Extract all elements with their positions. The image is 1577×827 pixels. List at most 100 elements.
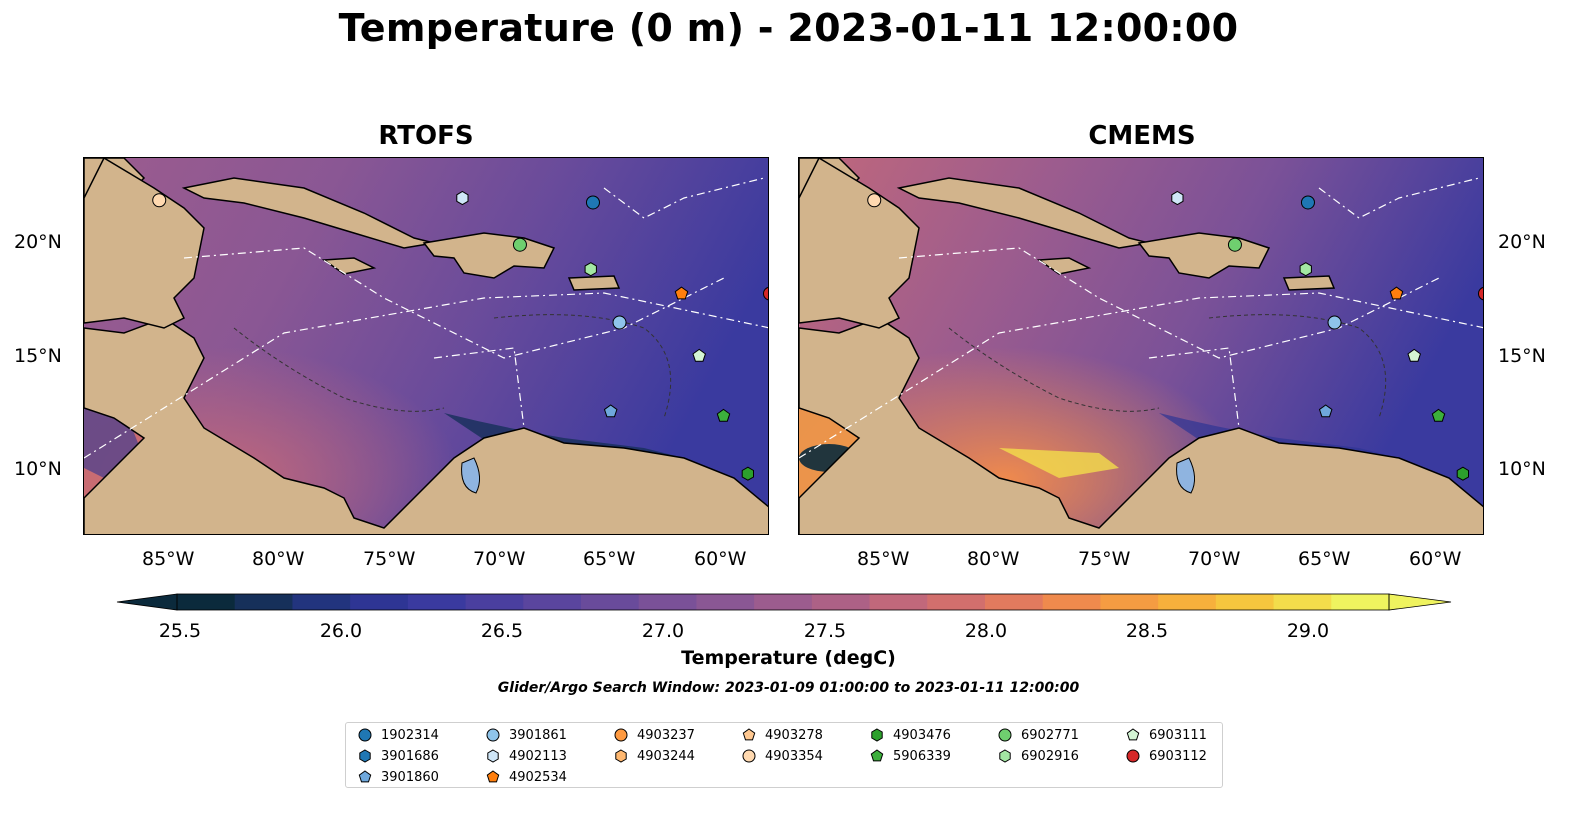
colorbar-cell: [581, 594, 640, 610]
colorbar-tick-label: 27.0: [641, 620, 685, 642]
puerto-rico-land: [1282, 275, 1336, 291]
legend-marker: [1126, 749, 1140, 763]
legend-marker: [1126, 728, 1140, 741]
legend-item: 4903278: [742, 725, 823, 745]
float-marker-4902113: [456, 190, 469, 206]
float-marker-3901860: [603, 404, 618, 418]
float-marker-4902534: [674, 286, 689, 300]
legend-marker: [615, 749, 627, 763]
cmems-map-svg: [799, 158, 1483, 534]
eez-boundary: [799, 292, 1483, 459]
legend-marker-icon: [358, 770, 372, 783]
jamaica-land: [321, 257, 377, 275]
colorbar-cell: [523, 594, 582, 610]
float-marker-6903112: [1478, 286, 1483, 301]
colorbar-cell: [1042, 594, 1101, 610]
eez-boundary: [84, 292, 768, 459]
legend-item: 4903244: [614, 746, 695, 766]
float-marker-3901860: [1318, 404, 1333, 418]
float-marker-6902771: [512, 237, 527, 252]
lon-tick-label: 85°W: [142, 548, 195, 570]
legend-marker-icon: [486, 728, 500, 742]
float-marker-6902916: [1299, 262, 1312, 277]
legend-item: 3901860: [358, 767, 439, 787]
colorbar-cell: [1215, 594, 1275, 610]
legend-item: 6903112: [1126, 746, 1207, 766]
lon-tick-label: 70°W: [1188, 548, 1241, 570]
legend-marker-icon: [615, 749, 627, 763]
colorbar-cell: [407, 594, 467, 610]
colorbar-cell: [638, 594, 697, 610]
panel-title-cmems: CMEMS: [1088, 121, 1196, 151]
float-marker-6903111: [1407, 348, 1421, 362]
lon-tick-label: 70°W: [473, 548, 526, 570]
float-marker-5906339: [716, 408, 731, 422]
float-marker-4902534: [1389, 286, 1404, 300]
lake-maracaibo: [1176, 457, 1195, 494]
float-marker-6903112: [763, 286, 768, 301]
lon-tick-label: 80°W: [252, 548, 305, 570]
depth-contour-1000: [233, 327, 445, 412]
colorbar: [116, 593, 1452, 611]
legend-marker: [358, 728, 372, 742]
legend-marker-icon: [359, 749, 371, 763]
figure-title: Temperature (0 m) - 2023-01-11 12:00:00: [338, 6, 1239, 50]
legend-marker-icon: [871, 728, 883, 742]
legend-marker: [871, 728, 883, 742]
float-marker-6902771: [1227, 237, 1242, 252]
legend-marker-icon: [998, 728, 1012, 742]
lat-tick-label: 20°N: [1498, 231, 1546, 253]
lon-tick-label: 75°W: [1078, 548, 1131, 570]
legend-item: 6903111: [1126, 725, 1207, 745]
map-panel-cmems[interactable]: [798, 157, 1484, 535]
lat-tick-label: 20°N: [14, 231, 62, 253]
legend-item: 4903354: [742, 746, 823, 766]
legend-marker: [486, 770, 500, 783]
float-marker-4903354: [867, 193, 882, 208]
lon-tick-label: 60°W: [694, 548, 747, 570]
colorbar-frame: [176, 593, 1390, 611]
legend-marker: [999, 749, 1011, 763]
legend-item: 5906339: [870, 746, 951, 766]
legend-item: 4903476: [870, 725, 951, 745]
colorbar-cell: [1331, 594, 1390, 610]
cuba-land: [181, 177, 435, 249]
colorbar-tick-label: 28.5: [1125, 620, 1169, 642]
colorbar-cell: [927, 594, 986, 610]
lon-tick-label: 65°W: [583, 548, 636, 570]
lat-tick-label: 10°N: [1498, 458, 1546, 480]
central-south-america-land: [84, 317, 768, 534]
colorbar-tick-label: 25.5: [158, 620, 202, 642]
float-marker-1902314: [585, 195, 600, 210]
puerto-rico-land: [567, 275, 621, 291]
colorbar-cell: [869, 594, 928, 610]
legend-item: 4902113: [486, 746, 567, 766]
eez-boundary: [183, 247, 725, 359]
float-marker-6903111: [692, 348, 706, 362]
colorbar-cell: [1158, 594, 1217, 610]
float-marker-4903476: [1456, 466, 1469, 481]
float-markers: [867, 190, 1483, 481]
depth-contour-1000: [1208, 314, 1387, 419]
legend-marker-icon: [742, 728, 756, 741]
eez-boundary: [898, 247, 1440, 359]
legend-marker: [487, 749, 499, 763]
legend-marker: [870, 749, 884, 762]
colorbar-cell: [465, 594, 524, 610]
colorbar-cell: [350, 594, 409, 610]
legend-marker: [486, 728, 500, 742]
legend-marker: [359, 749, 371, 763]
lake-maracaibo: [461, 457, 480, 494]
legend-marker: [742, 749, 756, 763]
rtofs-map-svg: [84, 158, 768, 534]
legend-marker-icon: [1126, 728, 1140, 741]
legend-marker-icon: [742, 749, 756, 763]
lon-tick-label: 80°W: [967, 548, 1020, 570]
legend-marker: [614, 728, 628, 742]
warm-coastal-water: [999, 448, 1119, 478]
float-marker-4903354: [152, 193, 167, 208]
colorbar-cell: [1100, 594, 1159, 610]
map-panel-rtofs[interactable]: [83, 157, 769, 535]
yucatan-land: [84, 158, 205, 329]
panel-title-rtofs: RTOFS: [378, 121, 474, 151]
